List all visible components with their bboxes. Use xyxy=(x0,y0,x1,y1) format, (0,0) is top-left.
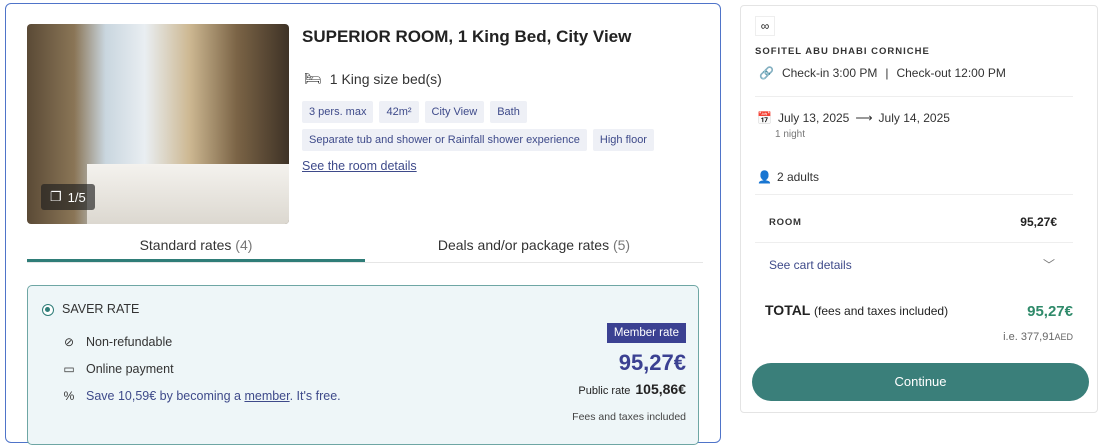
person-icon: 👤 xyxy=(757,170,772,184)
date-from: July 13, 2025 xyxy=(777,111,850,125)
room-tag: 3 pers. max xyxy=(302,101,374,123)
feature-online-payment: ▭ Online payment xyxy=(62,362,174,376)
fees-note: Fees and taxes included xyxy=(572,411,686,423)
feature-text: Non-refundable xyxy=(86,335,173,349)
guests-text: 2 adults xyxy=(776,170,819,184)
divider-line xyxy=(755,96,1073,97)
room-tag: Bath xyxy=(490,101,527,123)
percent-icon: % xyxy=(63,389,75,403)
chevron-down-icon[interactable]: ﹀ xyxy=(1042,258,1055,272)
currency: AED xyxy=(1054,332,1073,342)
date-to: July 14, 2025 xyxy=(878,111,950,125)
guests: 👤 2 adults xyxy=(757,170,819,184)
arrow-right-icon: ⟶ xyxy=(855,111,873,125)
save-text-end: . It's free. xyxy=(289,389,341,403)
public-rate: Public rate 105,86€ xyxy=(578,381,686,397)
tab-count: (4) xyxy=(235,237,253,253)
member-savings: % Save 10,59€ by becoming a member. It's … xyxy=(62,389,341,403)
stay-dates: 📅 July 13, 2025 ⟶ July 14, 2025 xyxy=(757,111,950,125)
room-photo[interactable]: ❐ 1/5 xyxy=(27,24,289,224)
room-tag: Separate tub and shower or Rainfall show… xyxy=(302,129,587,151)
tab-deals-package-rates[interactable]: Deals and/or package rates (5) xyxy=(365,237,703,262)
room-price: 95,27€ xyxy=(1020,215,1057,229)
room-tag: City View xyxy=(424,101,485,123)
check-times: 🔗 Check-in 3:00 PM | Check-out 12:00 PM xyxy=(759,66,1006,80)
public-rate-label: Public rate xyxy=(578,385,631,397)
see-cart-details-link[interactable]: See cart details xyxy=(769,258,852,272)
link-icon: 🔗 xyxy=(759,66,774,80)
booking-summary: ∞ SOFITEL ABU DHABI CORNICHE 🔗 Check-in 3… xyxy=(740,5,1098,413)
tab-label: Standard rates xyxy=(139,237,232,253)
converted-prefix: i.e. xyxy=(1003,331,1021,343)
calendar-icon: 📅 xyxy=(757,111,772,125)
room-label: ROOM xyxy=(769,217,802,228)
nights-count: 1 night xyxy=(775,129,806,140)
total-title: TOTAL xyxy=(765,302,811,318)
save-text: Save 10,59€ by becoming a xyxy=(86,389,245,403)
room-tag: High floor xyxy=(592,129,654,151)
bed-text: 1 King size bed(s) xyxy=(329,70,442,87)
divider: | xyxy=(885,66,889,80)
room-card: ❐ 1/5 SUPERIOR ROOM, 1 King Bed, City Vie… xyxy=(5,3,721,445)
feature-text: Online payment xyxy=(86,362,174,376)
converted-price: i.e. 377,91AED xyxy=(1003,331,1073,343)
checkout-time: Check-out 12:00 PM xyxy=(896,66,1006,80)
room-tags: 3 pers. max 42m² City View Bath Separate… xyxy=(302,101,682,151)
member-rate-badge: Member rate xyxy=(606,323,686,343)
rate-radio[interactable] xyxy=(42,304,54,316)
total-label: TOTAL (fees and taxes included) xyxy=(765,302,948,318)
public-rate-price: 105,86€ xyxy=(635,381,686,397)
room-title: SUPERIOR ROOM, 1 King Bed, City View xyxy=(302,27,632,46)
checkin-time: Check-in 3:00 PM xyxy=(781,66,878,80)
divider-line xyxy=(755,194,1073,195)
credit-card-icon: ▭ xyxy=(63,362,75,376)
converted-amount: 377,91 xyxy=(1020,331,1055,343)
saver-rate-option[interactable]: SAVER RATE ⊘ Non-refundable ▭ Online payme… xyxy=(27,285,699,445)
hotel-name: SOFITEL ABU DHABI CORNICHE xyxy=(755,46,930,57)
photo-counter[interactable]: ❐ 1/5 xyxy=(41,184,95,210)
total-price: 95,27€ xyxy=(1027,303,1073,320)
total-note: (fees and taxes included) xyxy=(814,304,949,318)
tab-standard-rates[interactable]: Standard rates (4) xyxy=(27,237,365,262)
member-price: 95,27€ xyxy=(618,350,686,375)
bed-icon: 🛏 xyxy=(304,70,322,86)
tab-count: (5) xyxy=(612,237,631,253)
room-tag: 42m² xyxy=(379,101,419,123)
hotel-logo-icon: ∞ xyxy=(755,16,775,36)
photo-counter-text: 1/5 xyxy=(67,189,86,205)
rate-tabs: Standard rates (4) Deals and/or package … xyxy=(27,237,703,263)
divider-line xyxy=(755,242,1073,243)
member-link[interactable]: member xyxy=(244,389,290,403)
room-details-link[interactable]: See the room details xyxy=(302,159,417,173)
tab-label: Deals and/or package rates xyxy=(437,237,610,253)
photo-bed-area xyxy=(87,164,289,224)
bed-info: 🛏 1 King size bed(s) xyxy=(304,70,442,87)
continue-button[interactable]: Continue xyxy=(752,363,1089,401)
no-entry-icon: ⊘ xyxy=(63,335,75,349)
feature-non-refundable: ⊘ Non-refundable xyxy=(62,335,172,349)
gallery-icon: ❐ xyxy=(50,189,62,204)
rate-name: SAVER RATE xyxy=(62,302,140,316)
